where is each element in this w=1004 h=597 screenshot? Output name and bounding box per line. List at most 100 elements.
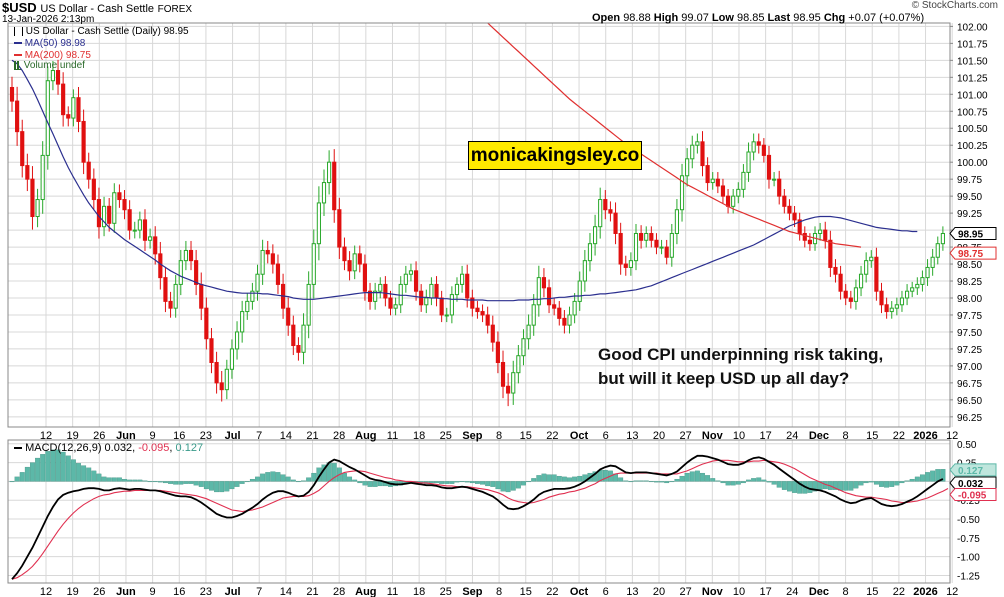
candle-body xyxy=(644,232,649,241)
histogram-bar xyxy=(930,470,936,482)
candle-body xyxy=(321,182,327,204)
high-label: High xyxy=(653,12,679,24)
candle-body xyxy=(756,141,761,146)
x-tick-label: 22 xyxy=(893,430,905,442)
exchange: FOREX xyxy=(157,4,193,15)
last-label: Last xyxy=(767,12,791,24)
candle-body xyxy=(603,199,608,211)
macd-legend: MACD(12,26,9) 0.032, -0.095, 0.127 xyxy=(14,442,203,454)
histogram-bar xyxy=(111,477,117,482)
annotation: Good CPI underpinning risk taking, but w… xyxy=(598,343,883,391)
candle-body xyxy=(864,260,869,275)
candle-body xyxy=(710,178,715,184)
candle-body xyxy=(608,209,613,214)
histogram-bar xyxy=(86,467,92,482)
candle-body xyxy=(869,256,874,262)
histogram-bar xyxy=(919,474,925,482)
legend-main: US Dollar - Cash Settle (Daily) 98.95 xyxy=(14,26,189,37)
histogram-bar xyxy=(229,481,235,490)
candle-body xyxy=(802,232,807,241)
histogram-bar xyxy=(162,481,168,484)
histogram-bar xyxy=(428,481,434,484)
candle-body xyxy=(531,304,536,326)
histogram-bar xyxy=(249,478,255,482)
histogram-bar xyxy=(290,479,296,482)
candle-body xyxy=(81,120,86,163)
macd-tick-label: -0.50 xyxy=(957,515,980,526)
axes: 102.00101.75101.50101.25101.00100.75100.… xyxy=(7,22,988,597)
price-tick-label: 100.75 xyxy=(957,107,988,118)
histogram-bar xyxy=(60,451,66,482)
candle-body xyxy=(419,290,424,306)
histogram-bar xyxy=(132,479,138,482)
histogram-bar xyxy=(628,481,634,483)
legend-ma200-label: MA(200) 98.75 xyxy=(24,50,91,61)
histogram-bar xyxy=(521,481,526,486)
ma200-group xyxy=(487,23,862,248)
candle-body xyxy=(628,260,633,268)
macd-legend-hist: 0.127 xyxy=(175,442,204,454)
candle-body xyxy=(894,304,899,309)
candle-body xyxy=(30,178,35,218)
histogram-bar xyxy=(224,481,230,492)
histogram-bar xyxy=(173,481,179,485)
histogram-bar xyxy=(751,478,757,482)
candle-body xyxy=(495,341,500,363)
indicator-lines xyxy=(11,23,949,580)
x-tick-label: 15 xyxy=(866,586,878,597)
x-tick-label: 20 xyxy=(653,586,665,597)
histogram-bar xyxy=(19,472,25,482)
candle-body xyxy=(35,199,40,218)
candle-body xyxy=(96,199,102,228)
candle-body xyxy=(15,100,20,133)
candle-body xyxy=(50,70,56,82)
candle-body xyxy=(163,277,168,302)
histogram-bar xyxy=(454,481,460,483)
x-tick-label: 10 xyxy=(733,586,745,597)
candle-body xyxy=(572,300,577,316)
candle-body xyxy=(117,192,122,201)
candle-body xyxy=(490,324,495,343)
histogram-bar xyxy=(65,455,71,482)
chg-label: Chg xyxy=(823,12,846,24)
x-tick-label: 15 xyxy=(866,430,878,442)
histogram-bar xyxy=(833,481,838,490)
candle-body xyxy=(188,249,194,262)
macd-frame xyxy=(7,439,951,584)
histogram-bar xyxy=(311,472,317,482)
candle-body xyxy=(613,212,618,234)
candle-body xyxy=(536,277,541,306)
candle-body xyxy=(178,260,183,285)
candle-body xyxy=(731,195,736,207)
histogram-bar xyxy=(638,480,644,482)
macd-tag-text: -0.095 xyxy=(958,491,987,502)
x-tick-label: 24 xyxy=(786,586,798,597)
x-tick-label: Aug xyxy=(355,430,376,442)
price-tick-label: 101.75 xyxy=(957,39,988,50)
histogram-bar xyxy=(536,475,542,482)
x-tick-label: Oct xyxy=(570,430,589,442)
price-tick-label: 98.00 xyxy=(957,294,982,305)
histogram-bar xyxy=(219,481,225,493)
candle-body xyxy=(552,304,557,309)
candle-body xyxy=(91,178,96,201)
histogram-bar xyxy=(122,478,127,482)
x-tick-label: 9 xyxy=(150,430,156,442)
candle-body xyxy=(485,314,490,326)
histogram-bar xyxy=(70,459,76,482)
histogram-bar xyxy=(781,481,787,490)
histogram-bar xyxy=(193,481,199,486)
candle-body xyxy=(429,283,434,299)
histogram-bar xyxy=(843,481,849,491)
histogram-bar xyxy=(474,481,480,484)
candle-body xyxy=(470,297,475,309)
x-tick-label: 14 xyxy=(280,586,292,597)
x-tick-label: 18 xyxy=(413,586,425,597)
histogram-bar xyxy=(863,481,869,484)
candle-body xyxy=(623,263,628,268)
histogram-bar xyxy=(659,481,665,483)
macd-tag-text: 0.032 xyxy=(958,479,983,490)
x-tick-label: 27 xyxy=(680,430,692,442)
candle-body xyxy=(439,297,444,316)
histogram-bar xyxy=(720,481,726,484)
